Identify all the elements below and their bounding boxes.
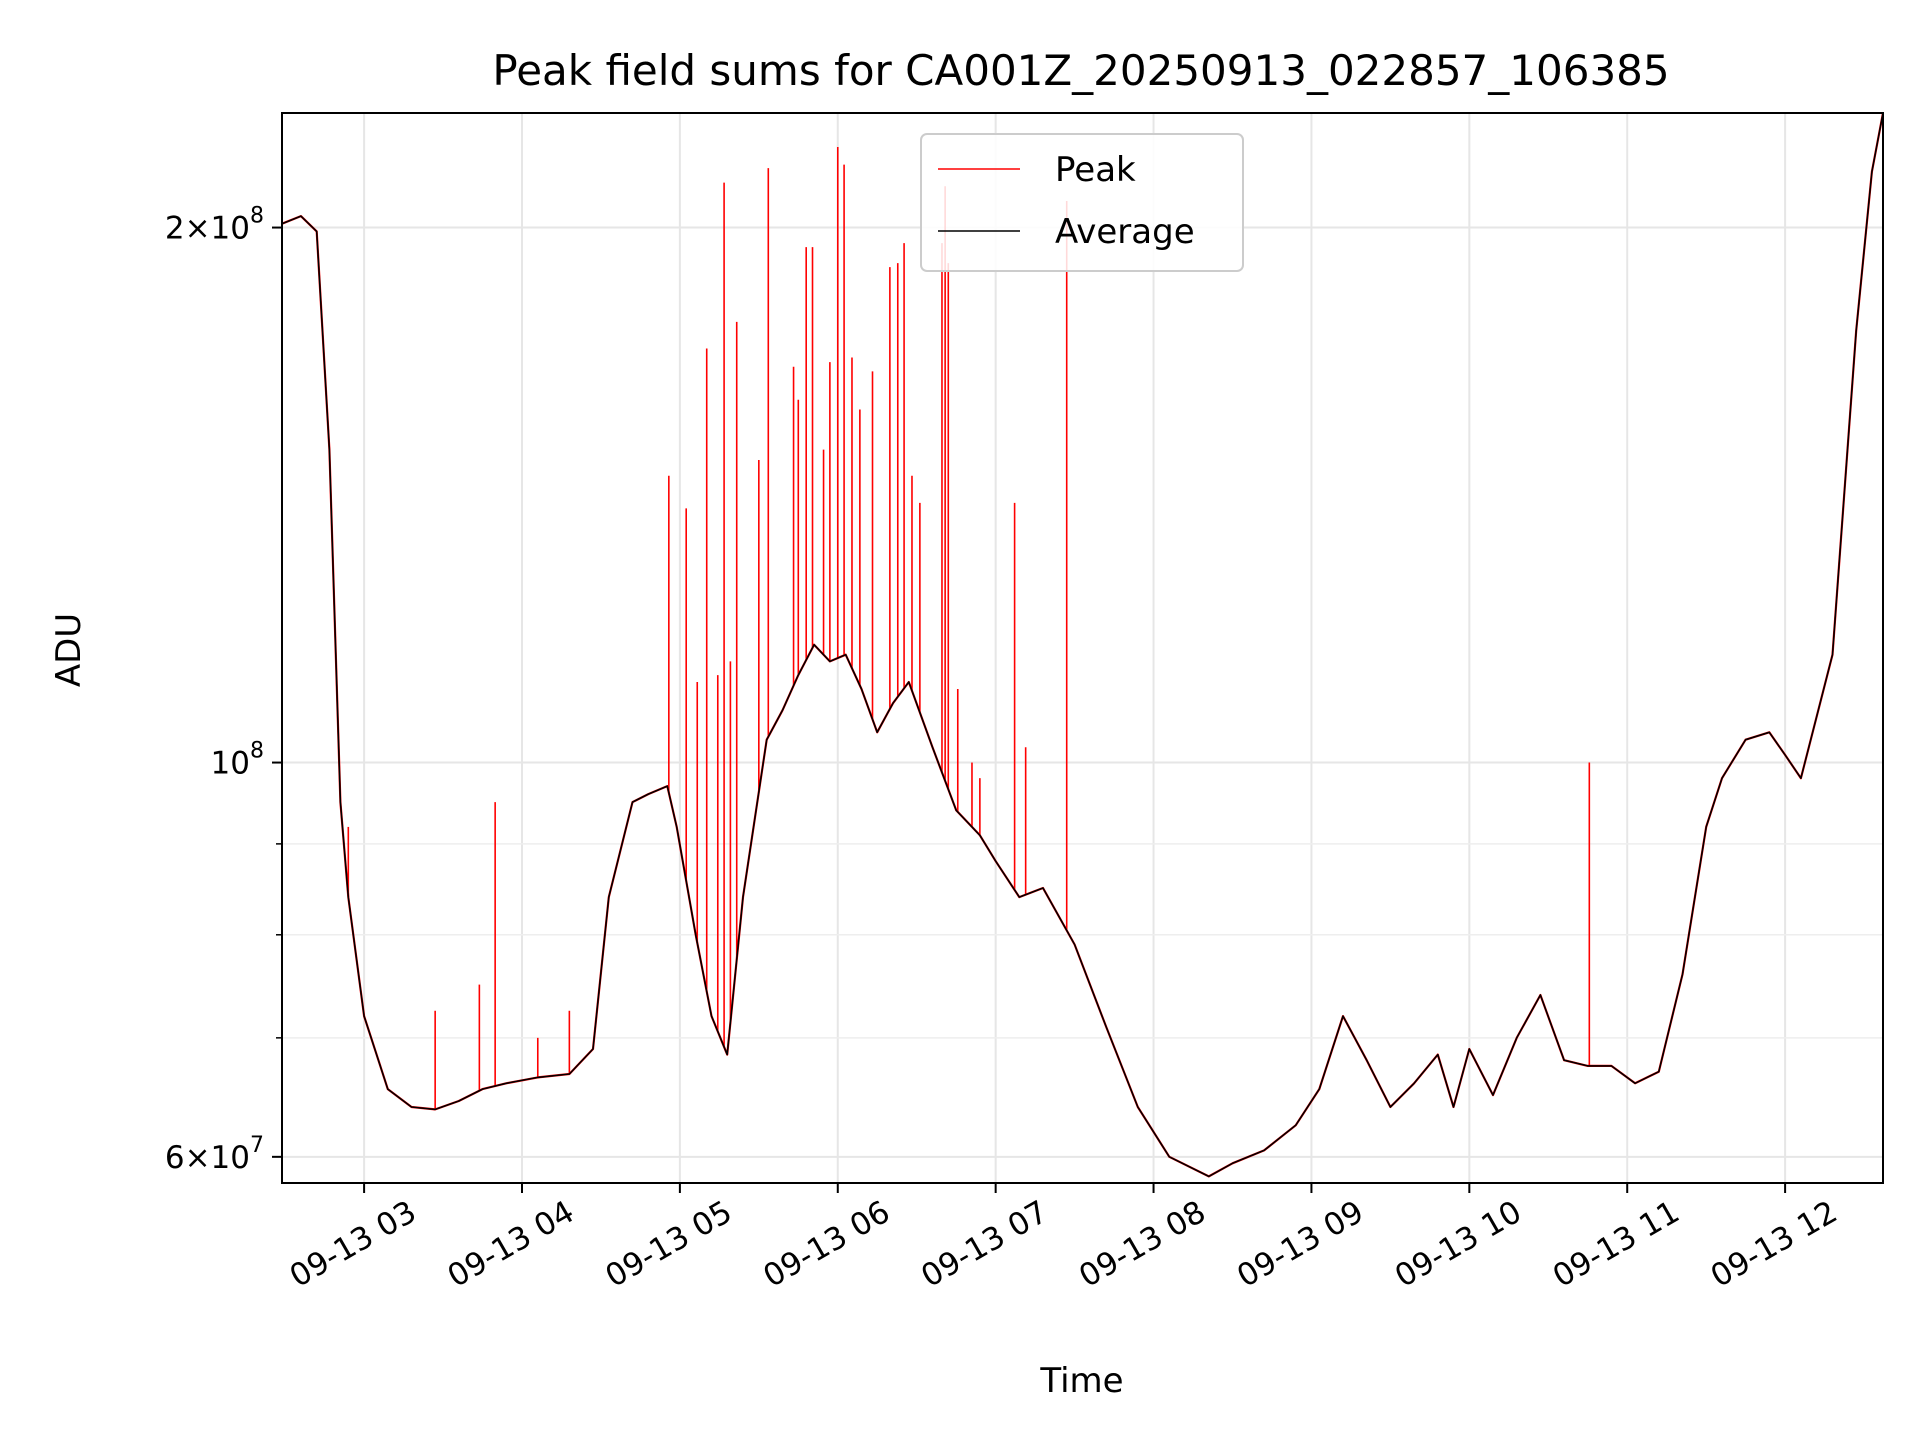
y-tick-label: 2×108 [165, 204, 264, 247]
y-tick-label: 108 [211, 739, 264, 782]
y-tick-exponent: 8 [250, 204, 264, 229]
y-tick-exponent: 8 [250, 739, 264, 764]
y-axis-label: ADU [49, 613, 89, 687]
legend-label-average: Average [1055, 212, 1195, 252]
y-tick-exponent: 7 [250, 1133, 264, 1158]
plot-frame [281, 112, 1884, 1184]
y-tick-label: 6×107 [165, 1133, 264, 1176]
y-tick-base: 6 [165, 1140, 185, 1176]
series-line-average [281, 112, 1884, 1178]
x-axis-label: Time [1039, 1361, 1123, 1401]
legend: Peak Average [920, 133, 1244, 272]
plot-area [281, 112, 1885, 1178]
y-tick-base: 2 [165, 211, 185, 247]
chart-title: Peak field sums for CA001Z_20250913_0228… [492, 46, 1669, 95]
legend-label-peak: Peak [1055, 150, 1136, 190]
